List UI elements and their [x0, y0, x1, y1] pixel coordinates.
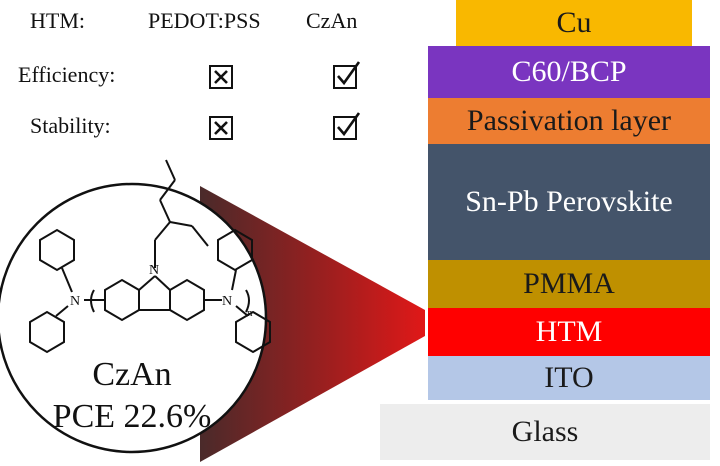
czan-header-label: CzAn — [306, 8, 358, 33]
layer-htm: HTM — [428, 308, 710, 356]
n-atom-center: N — [149, 263, 159, 278]
callout-circle — [0, 182, 268, 454]
molecule-pce: PCE 22.6% — [52, 398, 212, 435]
layer-perovskite: Sn-Pb Perovskite — [428, 144, 710, 260]
check-box-icon — [333, 112, 361, 140]
n-atom-right: N — [222, 294, 232, 309]
pedot-pss-label: PEDOT:PSS — [148, 8, 261, 33]
layer-glass: Glass — [380, 404, 710, 460]
layer-ito: ITO — [428, 356, 710, 400]
cross-box-icon — [209, 116, 233, 140]
layer-label: ITO — [544, 361, 594, 394]
layer-cu: Cu — [456, 0, 692, 46]
n-atom-left: N — [70, 294, 80, 309]
stability-label: Stability: — [30, 113, 111, 138]
check-box-icon — [333, 61, 361, 89]
htm-label: HTM: — [30, 8, 85, 33]
layer-label: PMMA — [523, 267, 615, 300]
layer-passivation: Passivation layer — [428, 98, 710, 144]
n-subscript: n — [247, 307, 253, 319]
czan-structure — [29, 159, 271, 354]
layer-pmma: PMMA — [428, 260, 710, 308]
layer-label: Cu — [556, 6, 592, 39]
callout-cone — [200, 186, 425, 462]
efficiency-label: Efficiency: — [18, 62, 116, 87]
layer-label: Glass — [511, 415, 579, 448]
molecule-name: CzAn — [92, 356, 172, 393]
cross-box-icon — [209, 65, 233, 89]
layer-c60-bcp: C60/BCP — [428, 46, 710, 98]
layer-label: HTM — [535, 315, 603, 348]
layer-label: Passivation layer — [466, 104, 672, 137]
layer-label: Sn-Pb Perovskite — [465, 185, 673, 218]
layer-label: C60/BCP — [511, 55, 627, 88]
